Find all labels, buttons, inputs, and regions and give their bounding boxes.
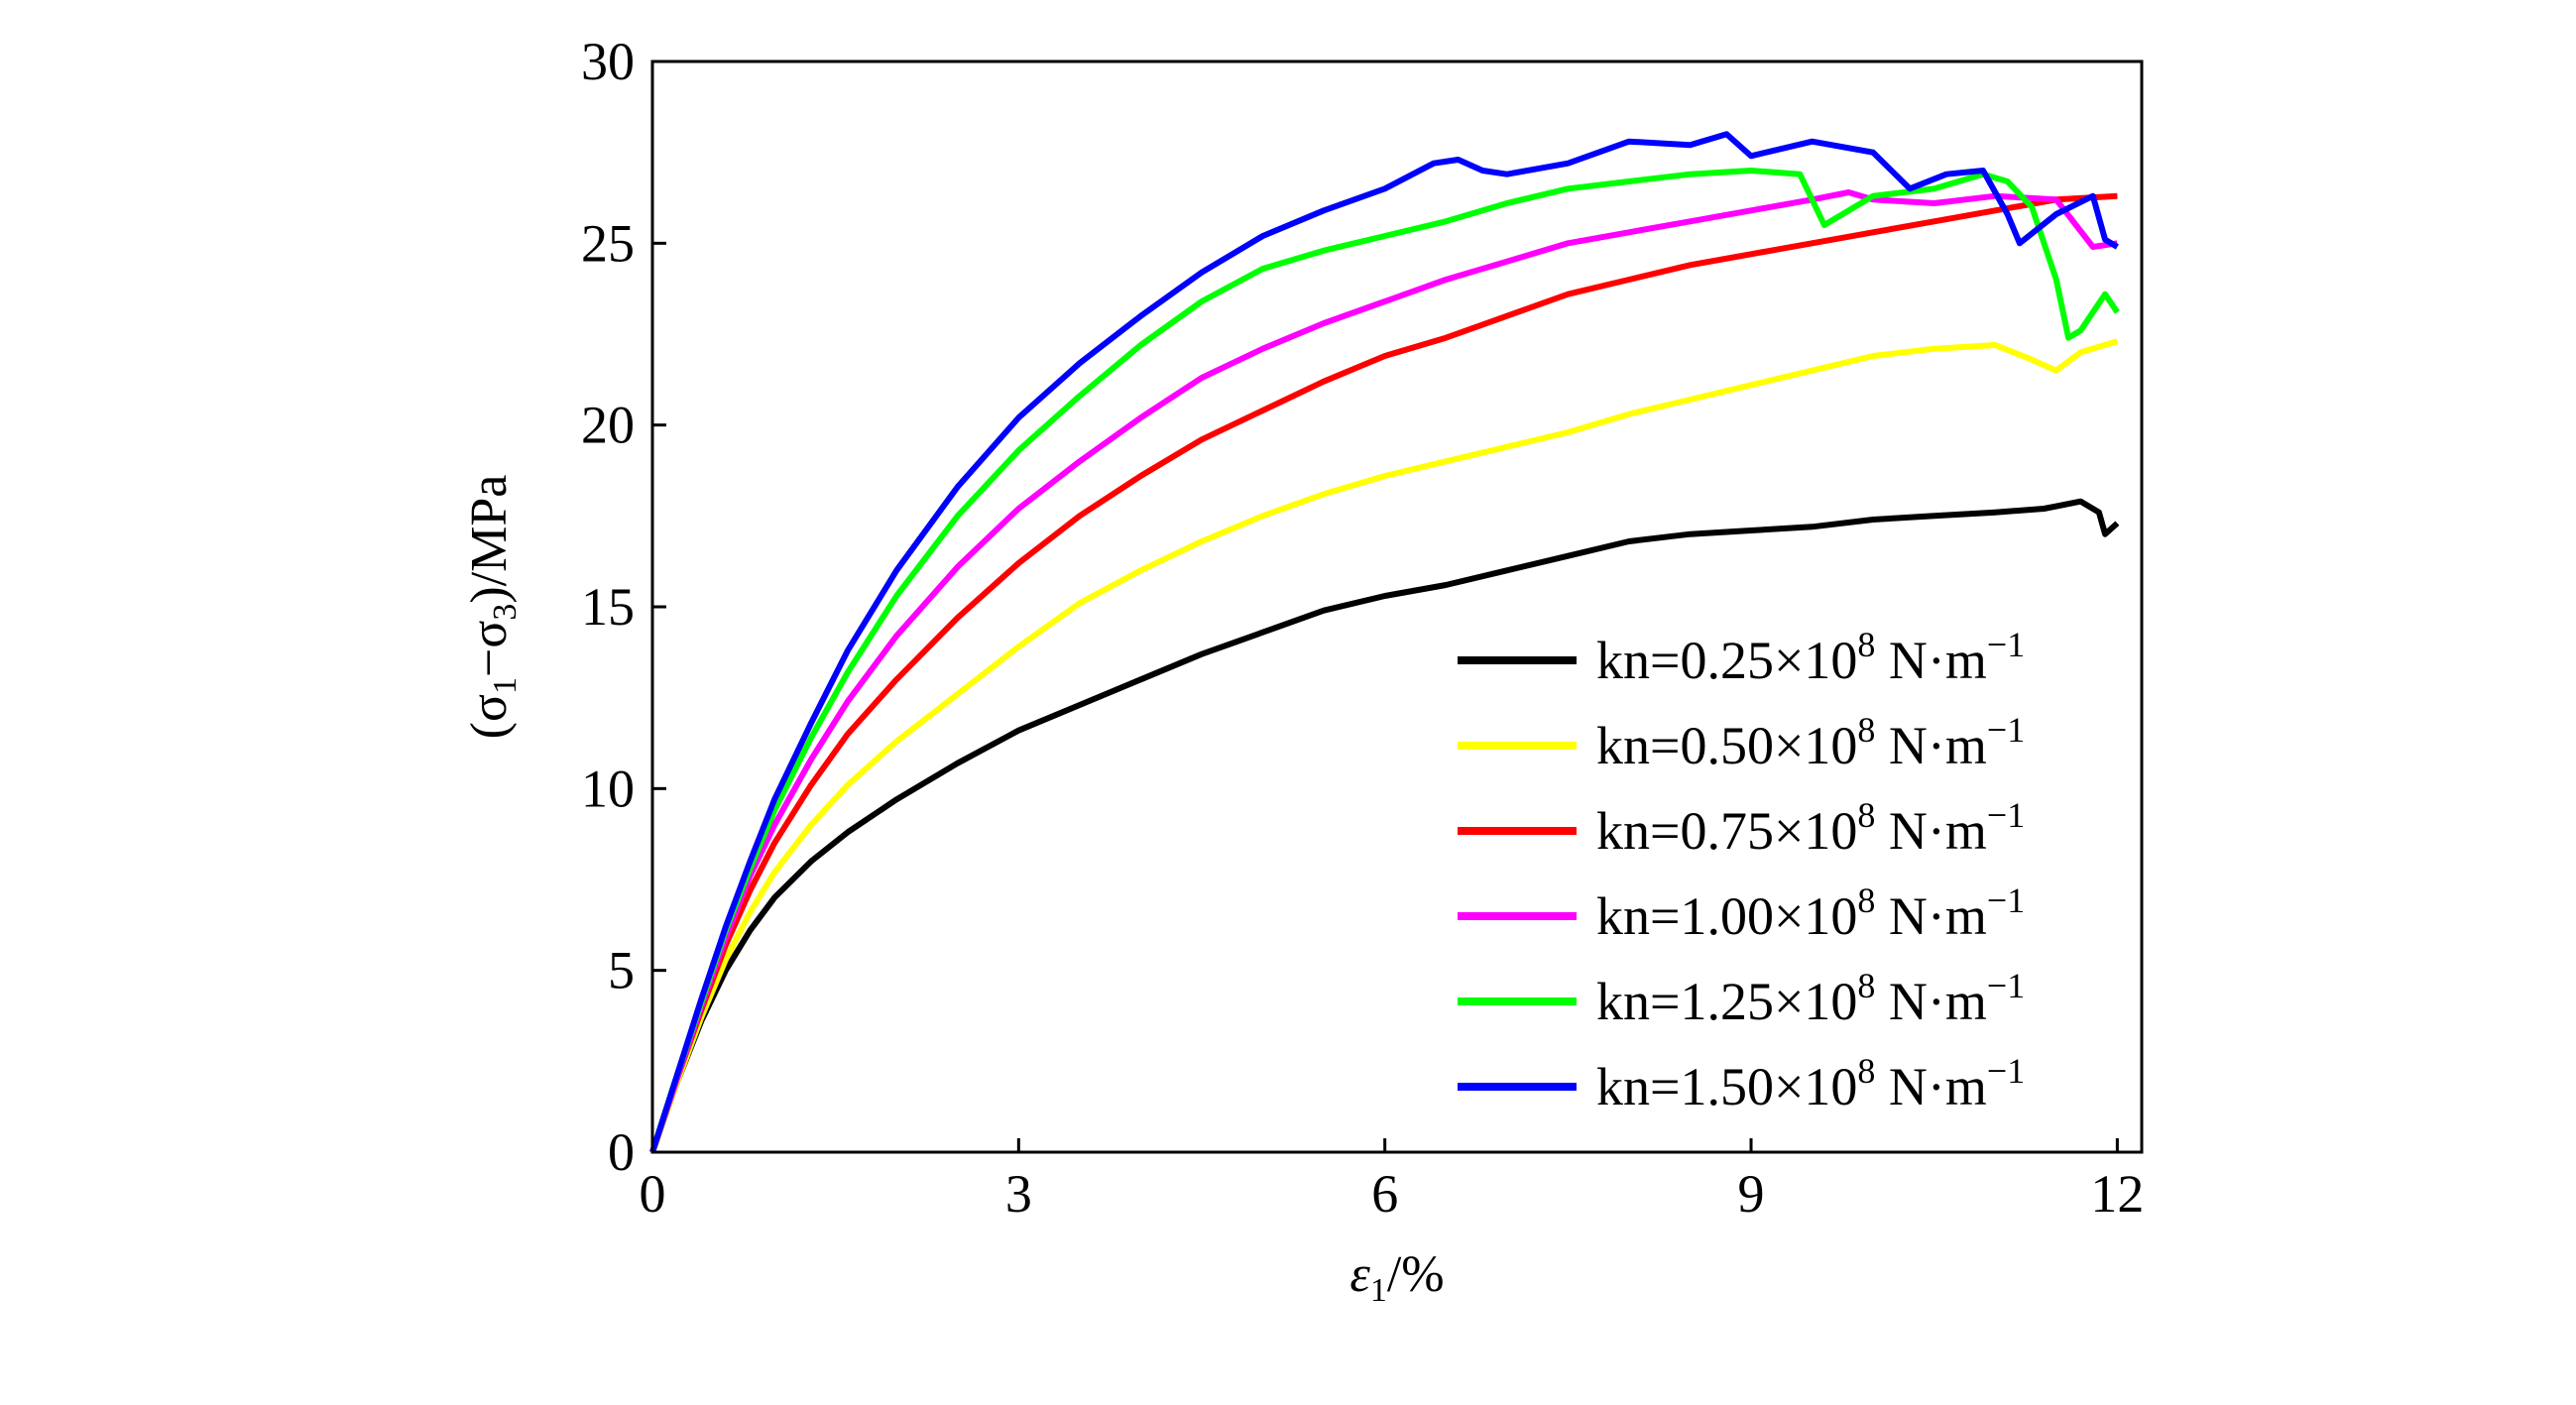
x-tick-label: 6: [1371, 1164, 1398, 1224]
x-axis-symbol: ε: [1349, 1246, 1370, 1303]
axes: 0 3 6 9 12 0 5 10 15 20 25 30: [581, 32, 2144, 1224]
x-tick-label: 9: [1738, 1164, 1765, 1224]
x-axis-subscript: 1: [1370, 1272, 1387, 1309]
y-axis-title: (σ1−σ3)/MPa: [461, 475, 524, 740]
y-tick-label: 30: [581, 32, 635, 91]
y-axis-close: )/MPa: [461, 475, 518, 604]
series-line: [649, 168, 2120, 1153]
legend-label: kn=0.25×108 N·m−1: [1596, 625, 2025, 690]
x-tick-label: 12: [2090, 1164, 2144, 1224]
legend-label: kn=0.75×108 N·m−1: [1596, 795, 2025, 861]
y-axis-sub3: 3: [487, 604, 524, 621]
y-axis-sub1: 1: [487, 677, 524, 694]
series-line: [649, 498, 2120, 1153]
y-tick-label: 20: [581, 396, 635, 455]
legend-label: kn=1.25×108 N·m−1: [1596, 966, 2025, 1031]
y-tick-label: 15: [581, 577, 635, 637]
y-tick-label: 0: [608, 1122, 635, 1182]
y-tick-label: 10: [581, 759, 635, 818]
x-axis-title: ε1/%: [1349, 1246, 1444, 1309]
y-axis-mid: −σ: [461, 621, 518, 677]
legend: kn=0.25×108 N·m−1 kn=0.50×108 N·m−1 kn=0.7…: [1458, 625, 2025, 1116]
series-lines: [649, 131, 2120, 1153]
series-line: [649, 338, 2119, 1153]
series-line: [649, 189, 2118, 1153]
x-tick-label: 3: [1005, 1164, 1032, 1224]
y-axis-open: (σ: [461, 694, 518, 739]
legend-label: kn=1.50×108 N·m−1: [1596, 1051, 2025, 1116]
legend-label: kn=0.50×108 N·m−1: [1596, 710, 2025, 775]
x-tick-label: 0: [640, 1164, 666, 1224]
legend-label: kn=1.00×108 N·m−1: [1596, 880, 2025, 946]
y-tick-label: 5: [608, 941, 635, 1000]
series-line: [649, 192, 2118, 1153]
series-line: [649, 131, 2119, 1153]
x-axis-unit: /%: [1387, 1246, 1445, 1303]
y-tick-label: 25: [581, 213, 635, 273]
